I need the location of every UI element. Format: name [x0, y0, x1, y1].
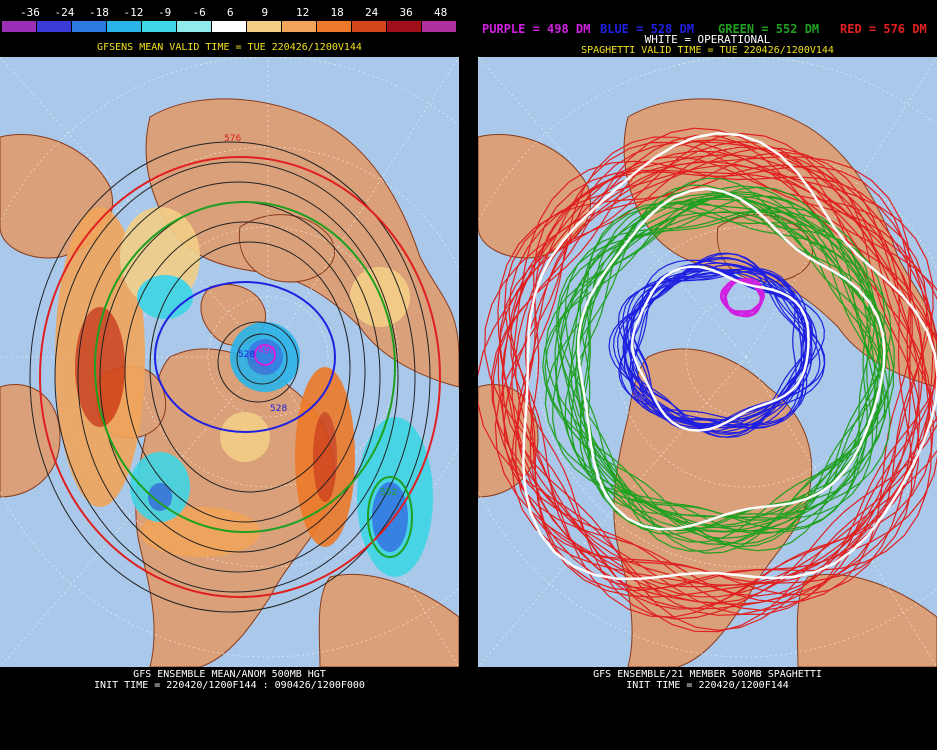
contour-label: 528 [270, 404, 287, 414]
scale-swatch [177, 21, 212, 32]
scale-swatch [317, 21, 352, 32]
scale-label: 12 [296, 6, 310, 19]
spaghetti-footer-title: GFS ENSEMBLE/21 MEMBER 500MB SPAGHETTI [593, 669, 822, 680]
spaghetti-line [510, 154, 937, 586]
spaghetti-line [508, 150, 937, 598]
spaghetti-line [579, 202, 895, 546]
panel-divider [459, 0, 478, 750]
spaghetti-line [559, 200, 886, 552]
spaghetti-line [564, 209, 888, 548]
spaghetti-line [574, 202, 884, 543]
contour-label: 576 [224, 134, 241, 144]
scale-label: -12 [123, 6, 144, 19]
scale-label: -9 [158, 6, 172, 19]
spaghetti-line [522, 132, 937, 580]
anomaly-scale-labels: -36 -24 -18 -12 -9 -6 6 9 12 18 24 36 48 [0, 6, 459, 19]
legend-blue: BLUE = 528 DM [600, 22, 694, 36]
ensemble-mean-panel: -36 -24 -18 -12 -9 -6 6 9 12 18 24 36 48 GFSENS MEAN… [0, 0, 459, 750]
scale-swatch [387, 21, 422, 32]
scale-swatch [72, 21, 107, 32]
spaghetti-line [631, 265, 810, 432]
spaghetti-line [504, 165, 937, 605]
scale-swatch [352, 21, 387, 32]
spaghetti-line [510, 156, 928, 620]
spaghetti-line [494, 141, 937, 598]
scale-label: 6 [227, 6, 234, 19]
spaghetti-map [478, 57, 937, 667]
spaghetti-line [497, 132, 924, 596]
spaghetti-line [608, 262, 808, 426]
spaghetti-footer-init-time: INIT TIME = 220420/1200F144 [626, 680, 789, 691]
scale-swatch [422, 21, 457, 32]
legend-green: GREEN = 552 DM [718, 22, 820, 36]
scale-label: 9 [261, 6, 269, 19]
legend-red: RED = 576 DM [840, 22, 927, 36]
mean-valid-time-header: GFSENS MEAN VALID TIME = TUE 220426/1200… [97, 42, 362, 53]
legend-operational: WHITE = OPERATIONAL [644, 33, 771, 46]
scale-label: -36 [20, 6, 40, 19]
spaghetti-line [544, 192, 891, 533]
mean-footer-init-time: INIT TIME = 220420/1200F144 : 090426/120… [94, 680, 365, 691]
scale-swatch [212, 21, 247, 32]
spaghetti-line [478, 156, 920, 616]
spaghetti-line [542, 195, 874, 519]
spaghetti-line [503, 147, 921, 597]
legend-purple: PURPLE = 498 DM [482, 22, 591, 36]
spaghetti-line [622, 268, 797, 433]
scale-label: 18 [330, 6, 344, 19]
spaghetti-panel: PURPLE = 498 DM BLUE = 528 DM GREEN = 55… [478, 0, 937, 750]
spaghetti-line [552, 186, 889, 535]
spaghetti-line [544, 194, 876, 533]
ensemble-mean-map: 576 498 528 528 552 [0, 57, 459, 667]
spaghetti-line [577, 187, 886, 531]
spaghetti-line [556, 195, 885, 552]
contour-label: 552 [380, 488, 397, 498]
spaghetti-line [724, 279, 765, 317]
scale-swatch [37, 21, 72, 32]
spaghetti-line [516, 136, 935, 610]
scale-swatch [282, 21, 317, 32]
scale-label: -24 [54, 6, 75, 19]
scale-label: 36 [399, 6, 413, 19]
spaghetti-line [719, 278, 763, 316]
contour-label: 528 [238, 350, 255, 360]
spaghetti-valid-time-header: SPAGHETTI VALID TIME = TUE 220426/1200V1… [581, 45, 834, 56]
spaghetti-line [490, 139, 913, 588]
scale-label: -6 [192, 6, 206, 19]
scale-label: 48 [434, 6, 448, 19]
spaghetti-line [624, 270, 808, 436]
scale-swatch [247, 21, 282, 32]
scale-label: -18 [89, 6, 109, 19]
mean-footer-title: GFS ENSEMBLE MEAN/ANOM 500MB HGT [133, 669, 326, 680]
scale-label: 24 [365, 6, 379, 19]
contour-label: 498 [258, 346, 275, 356]
scale-swatch [142, 21, 177, 32]
scale-swatch [2, 21, 37, 32]
spaghetti-line [544, 211, 870, 540]
anomaly-color-scale [2, 21, 457, 32]
scale-swatch [107, 21, 142, 32]
